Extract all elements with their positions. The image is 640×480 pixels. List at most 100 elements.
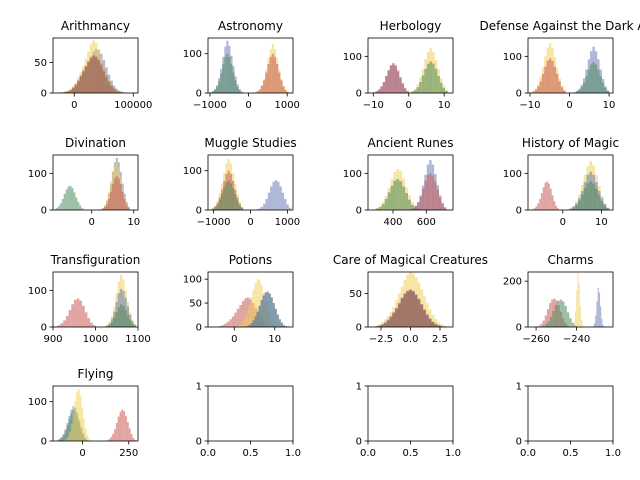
histogram-bar [382,82,386,93]
histogram-bar [419,82,422,93]
subplot-title: History of Magic [522,136,619,150]
bars [372,272,449,327]
histogram-bar [597,288,599,327]
histogram-bar [104,207,107,210]
bars [531,160,610,210]
histogram-bar [102,208,105,210]
histogram-bar [84,428,87,441]
histogram-bar [401,82,405,93]
histogram-bar [250,323,253,327]
histogram-bar [248,325,251,327]
histogram-bar [121,409,124,441]
histogram-bar [220,193,224,210]
subplot-title: Astronomy [218,19,283,33]
histogram-bar [555,205,558,210]
histogram-bar [278,319,281,327]
histogram-bar [569,318,572,327]
y-tick-label: 0 [41,437,47,448]
histogram-bar [239,305,242,327]
axes-frame [527,385,614,442]
histogram-bar [265,72,268,93]
histogram-bar [71,304,74,327]
subplot-11: −260 −240 0 200 Charms [503,253,614,345]
histogram-bar [544,182,547,210]
axes-frame [527,37,614,94]
histogram-bar [69,89,72,93]
histogram-bar [263,203,266,210]
histogram-bar [89,57,93,93]
histogram-bar [266,291,269,327]
histogram-bar [587,69,591,93]
histogram-bar [566,312,570,327]
y-tick-label: 100 [343,169,362,180]
histogram-bar [549,316,553,327]
histogram-bar [597,195,601,210]
histogram-bar [214,89,217,93]
y-tick-label: 0 [196,89,202,100]
histogram-bar [218,81,221,93]
histogram-bar [400,298,404,327]
histogram-bar [102,69,106,93]
histogram-bar [592,183,595,210]
histogram-bar [274,308,277,327]
histogram-bar [92,325,96,327]
histogram-bar [84,312,88,327]
axes-frame [527,271,614,328]
histogram-bar [228,56,231,93]
histogram-bar [76,391,78,441]
histogram-bar [583,188,587,210]
y-tick-label: 0 [516,89,522,100]
histogram-bar [90,322,93,327]
histogram-bar [538,325,541,327]
subplot-title: Potions [229,253,272,267]
y-tick-label: 100 [28,169,47,180]
histogram-bar [254,283,257,327]
subplot-title: Divination [65,136,126,150]
histogram-bar [593,323,596,327]
histogram-bar [240,208,244,210]
histogram-bar [410,204,414,210]
histogram-bar [420,304,424,327]
histogram-bar [77,80,80,93]
histogram-bar [71,188,74,210]
histogram-bar [108,439,111,441]
histogram-bar [601,318,603,327]
x-tick-label: 100000 [114,100,152,111]
histogram-bar [442,87,446,93]
histogram-bar [265,199,268,210]
histogram-bar [79,75,83,93]
histogram-bar [226,321,230,327]
x-tick-label: −240 [563,334,590,345]
histogram-bar [130,433,133,441]
y-tick-label: 1 [196,382,202,393]
histogram-bar [214,207,217,210]
histogram-bar [256,91,259,93]
y-tick-label: 0 [196,206,202,217]
x-tick-label: 0 [560,217,566,228]
y-tick-label: 0 [41,206,47,217]
histogram-bar [387,192,391,210]
histogram-bar [403,293,407,327]
subplot-14: 0.0 0.5 1.0 0 1 [356,382,461,460]
x-tick-label: 10 [268,334,281,345]
histogram-bar [238,90,241,93]
histogram-bar [533,208,536,210]
histogram-bar [79,395,82,441]
x-tick-label: 1000 [275,217,300,228]
histogram-bar [229,319,232,327]
histogram-bar [244,298,247,327]
histogram-bar [594,188,598,210]
axes-frame [207,271,294,328]
x-tick-label: 0 [89,217,95,228]
histogram-bar [57,206,60,210]
subplot-title: Care of Magical Creatures [333,253,488,267]
x-tick-label: 1100 [125,334,150,345]
histogram-bar [437,76,440,93]
x-tick-label: 0.5 [563,448,579,459]
histogram-bar [600,201,604,210]
histogram-bar [236,200,239,210]
histogram-bar [419,196,422,210]
histogram-bar [113,317,116,327]
